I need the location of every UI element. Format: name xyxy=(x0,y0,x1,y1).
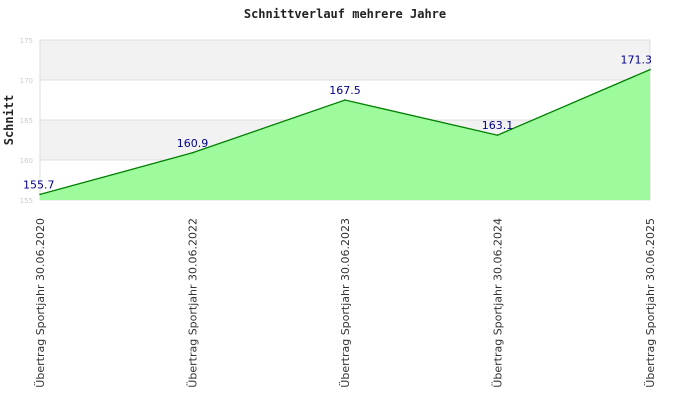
y-tick-label: 165 xyxy=(20,117,33,125)
data-point xyxy=(649,68,651,71)
x-tick-label: Übertrag Sportjahr 30.06.2025 xyxy=(644,218,657,388)
chart-title: Schnittverlauf mehrere Jahre xyxy=(244,7,446,21)
y-axis-label: Schnitt xyxy=(2,95,16,146)
y-tick-label: 175 xyxy=(20,37,33,45)
x-tick-label: Übertrag Sportjahr 30.06.2023 xyxy=(339,218,352,388)
data-label: 171.3 xyxy=(621,54,653,67)
area-fill xyxy=(40,69,650,200)
data-label: 163.1 xyxy=(482,119,514,132)
data-point xyxy=(344,99,346,101)
x-tick-label: Übertrag Sportjahr 30.06.2020 xyxy=(34,218,47,388)
data-point xyxy=(191,152,194,154)
data-label: 155.7 xyxy=(23,178,55,191)
data-point xyxy=(496,134,499,136)
y-tick-label: 160 xyxy=(20,157,33,165)
grid-band xyxy=(40,40,650,80)
data-point xyxy=(39,193,41,196)
x-tick-label: Übertrag Sportjahr 30.06.2024 xyxy=(492,218,505,388)
data-label: 160.9 xyxy=(177,137,209,150)
x-tick-label: Übertrag Sportjahr 30.06.2022 xyxy=(187,218,200,388)
data-label: 167.5 xyxy=(329,84,361,97)
y-tick-label: 155 xyxy=(20,197,33,205)
y-tick-label: 170 xyxy=(20,77,33,85)
